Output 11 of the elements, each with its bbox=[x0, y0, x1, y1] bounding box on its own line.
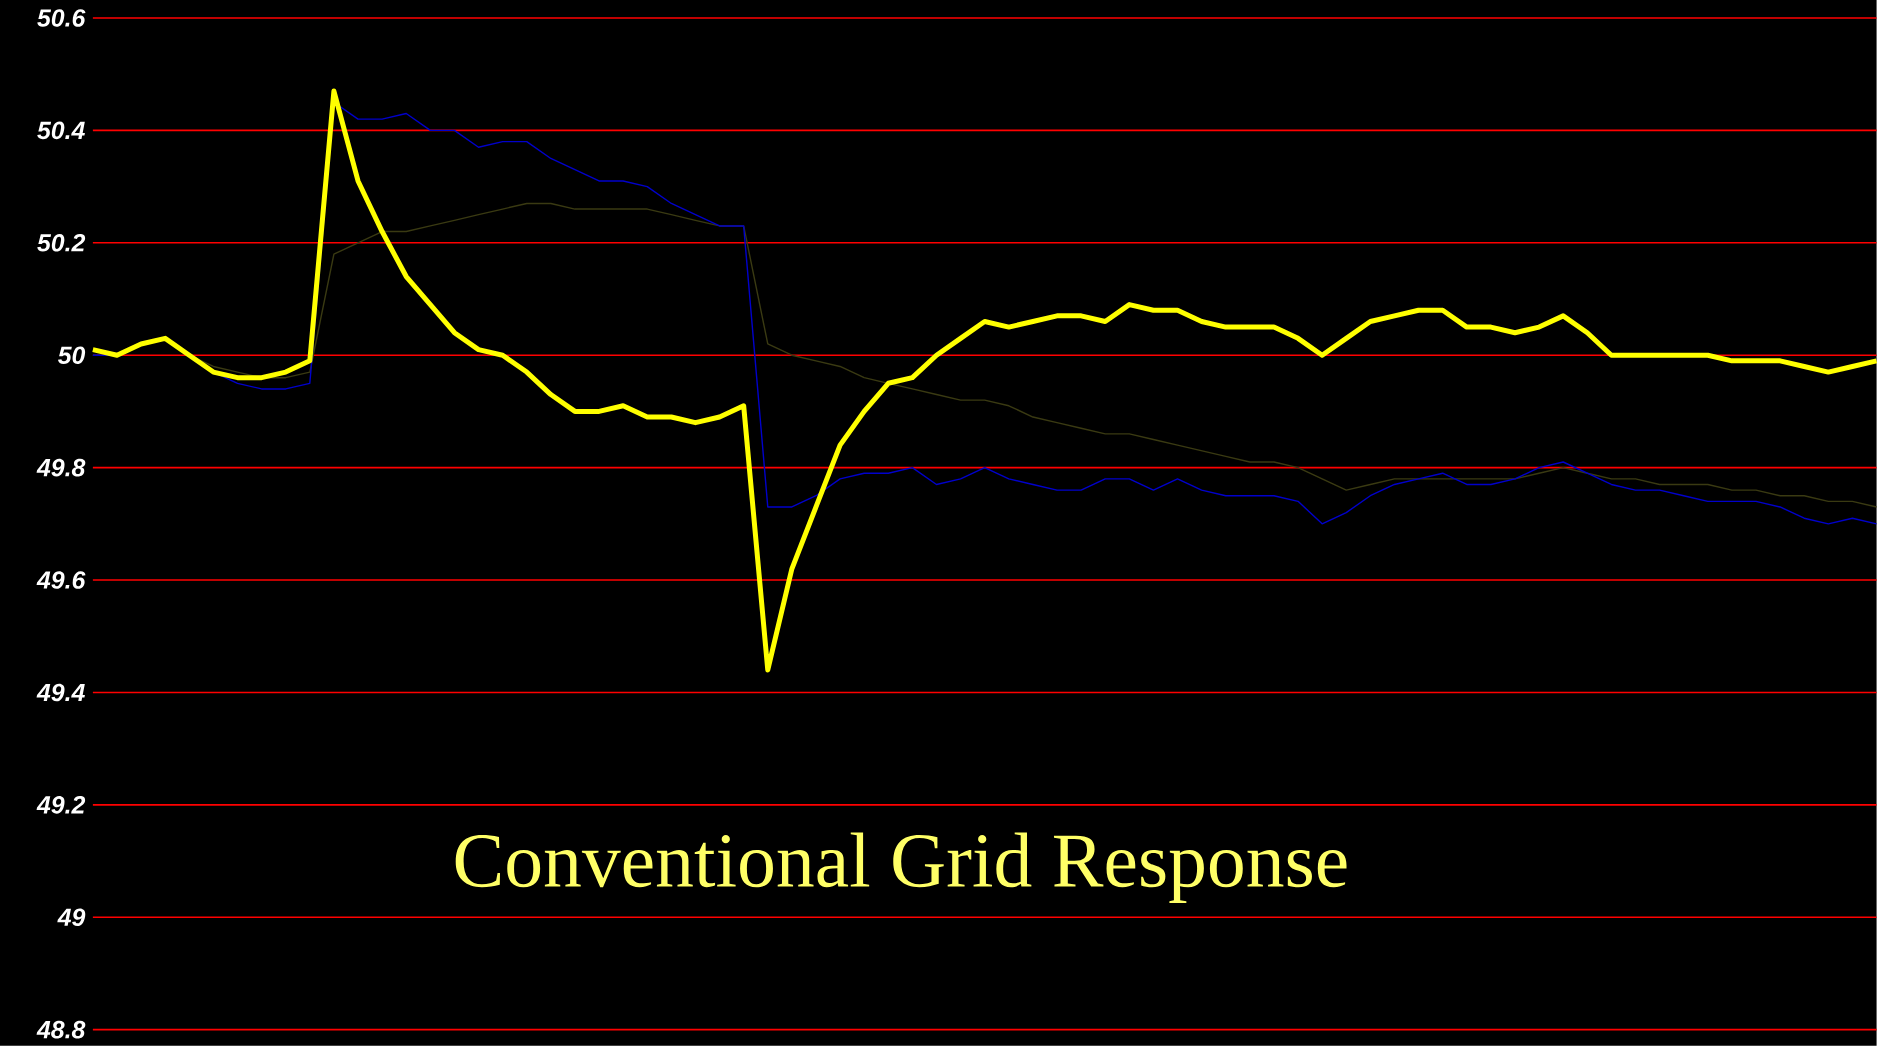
y-tick-label: 50 bbox=[57, 346, 86, 365]
y-tick-label: 48.8 bbox=[36, 1021, 86, 1039]
annotation: Conventional Grid Response bbox=[455, 832, 1347, 904]
y-tick-label: 50.2 bbox=[37, 234, 86, 252]
y-tick-label: 49.6 bbox=[36, 571, 86, 590]
y-tick-label: 49.8 bbox=[36, 458, 86, 477]
y-tick-label: 49 bbox=[57, 908, 86, 927]
y-tick-label: 49.4 bbox=[36, 683, 85, 702]
y-tick-label: 50.4 bbox=[37, 121, 85, 140]
y-tick-label: 50.6 bbox=[37, 9, 86, 27]
y-tick-label: 49.2 bbox=[36, 796, 86, 814]
